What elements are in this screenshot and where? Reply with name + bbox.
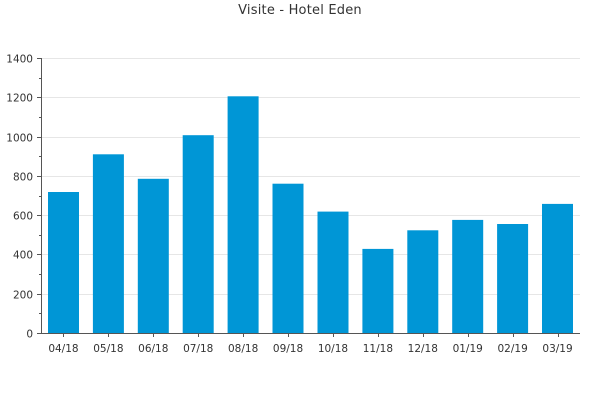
x-tick-label: 12/18 — [408, 343, 438, 355]
bar — [182, 135, 214, 333]
x-tick-label: 06/18 — [138, 343, 168, 355]
x-tick-label: 07/18 — [183, 343, 213, 355]
bar — [227, 96, 259, 333]
y-tick-label: 200 — [13, 290, 33, 302]
x-tick-label: 10/18 — [318, 343, 348, 355]
x-tick-label: 03/19 — [542, 343, 572, 355]
bar — [452, 219, 484, 333]
x-tick-label: 05/18 — [93, 343, 123, 355]
bar — [317, 211, 349, 333]
y-tick-label: 1400 — [6, 54, 33, 66]
bar — [272, 183, 304, 333]
x-tick-label: 04/18 — [48, 343, 78, 355]
chart-title: Visite - Hotel Eden — [238, 3, 362, 18]
x-tick-label: 09/18 — [273, 343, 303, 355]
y-tick-label: 0 — [26, 329, 33, 341]
y-tick-label: 1000 — [6, 133, 33, 145]
y-tick-label: 800 — [13, 172, 33, 184]
x-tick-label: 11/18 — [363, 343, 393, 355]
bar — [137, 178, 169, 333]
bar — [497, 224, 529, 333]
x-tick-label: 02/19 — [497, 343, 527, 355]
bar — [92, 154, 124, 334]
bar — [407, 230, 439, 333]
bar — [362, 248, 394, 333]
bar — [48, 192, 79, 333]
bar — [542, 203, 573, 333]
y-tick-label: 1200 — [6, 93, 33, 105]
x-tick-label: 08/18 — [228, 343, 258, 355]
y-tick-label: 600 — [13, 211, 33, 223]
x-tick-label: 01/19 — [453, 343, 483, 355]
y-tick-label: 400 — [13, 250, 33, 262]
